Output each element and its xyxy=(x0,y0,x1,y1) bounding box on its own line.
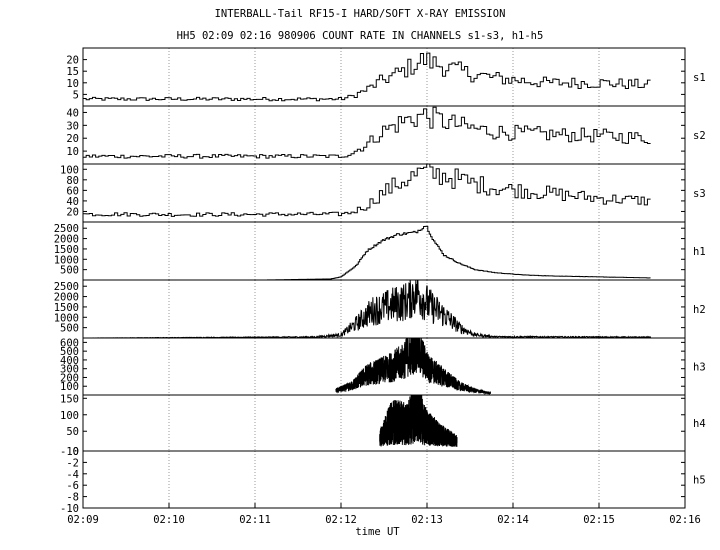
y-tick-label-s2: 20 xyxy=(66,133,79,145)
channel-label-s2: s2 xyxy=(693,130,706,142)
y-tick-label-h2: 500 xyxy=(60,323,79,335)
y-tick-label-h5: -4 xyxy=(66,469,79,481)
y-tick-label-h5: -8 xyxy=(66,492,79,504)
y-tick-label-h3: 100 xyxy=(60,381,79,393)
y-tick-label-h3: 400 xyxy=(60,355,79,367)
x-tick-label: 02:14 xyxy=(497,514,529,526)
y-tick-label-h3: 300 xyxy=(60,364,79,376)
x-axis-label: time UT xyxy=(355,526,400,538)
channel-label-s3: s3 xyxy=(693,188,706,200)
channel-label-h5: h5 xyxy=(693,475,706,487)
y-tick-label-s3: 60 xyxy=(66,185,79,197)
y-tick-label-s1: 10 xyxy=(66,78,79,90)
channel-label-h3: h3 xyxy=(693,362,706,374)
channel-label-h4: h4 xyxy=(693,418,706,430)
y-tick-label-h5: -10 xyxy=(60,503,79,515)
y-tick-label-h4: 100 xyxy=(60,410,79,422)
panel-frame-h5 xyxy=(82,450,686,509)
y-tick-label-s3: 80 xyxy=(66,175,79,187)
y-tick-label-s3: 40 xyxy=(66,196,79,208)
y-tick-label-h2: 1500 xyxy=(54,302,79,314)
y-tick-label-h5: -6 xyxy=(66,480,79,492)
y-tick-label-h3: 600 xyxy=(60,337,79,349)
panel-frame-s1 xyxy=(82,47,686,107)
y-tick-label-h4: -10 xyxy=(60,446,79,458)
panel-frame-s3 xyxy=(82,163,686,223)
y-tick-label-h2: 1000 xyxy=(54,312,79,324)
series-line-s3 xyxy=(83,163,651,217)
x-tick-label: 02:12 xyxy=(325,514,357,526)
series-line-h4 xyxy=(379,394,458,447)
panel-frame-s2 xyxy=(82,105,686,165)
y-tick-label-s3: 20 xyxy=(66,206,79,218)
chart-subtitle: HH5 02:09 02:16 980906 COUNT RATE IN CHA… xyxy=(176,30,544,42)
x-tick-label: 02:16 xyxy=(669,514,701,526)
panel-frame-h1 xyxy=(82,221,686,281)
y-tick-label-h4: 50 xyxy=(66,426,79,438)
x-tick-label: 02:13 xyxy=(411,514,443,526)
y-tick-label-h5: 0 xyxy=(73,446,79,458)
y-tick-label-h2: 2500 xyxy=(54,281,79,293)
x-tick-label: 02:09 xyxy=(67,514,99,526)
x-tick-label: 02:15 xyxy=(583,514,615,526)
y-tick-label-h3: 200 xyxy=(60,372,79,384)
chart-title: INTERBALL-Tail RF15-I HARD/SOFT X-RAY EM… xyxy=(214,8,506,20)
y-tick-label-s1: 20 xyxy=(66,55,79,67)
series-line-h2 xyxy=(83,279,652,339)
y-tick-label-h1: 1000 xyxy=(54,254,79,266)
y-tick-label-s3: 100 xyxy=(60,164,79,176)
series-line-h1 xyxy=(83,225,651,281)
channel-label-h2: h2 xyxy=(693,304,706,316)
y-tick-label-s2: 30 xyxy=(66,120,79,132)
y-tick-label-h1: 500 xyxy=(60,265,79,277)
y-tick-label-s2: 10 xyxy=(66,146,79,158)
y-tick-label-h1: 2500 xyxy=(54,223,79,235)
y-tick-label-h1: 2000 xyxy=(54,234,79,246)
y-tick-label-s1: 5 xyxy=(73,89,79,101)
y-tick-label-h5: -2 xyxy=(66,457,79,469)
series-line-s2 xyxy=(83,106,651,159)
y-tick-label-h3: 500 xyxy=(60,346,79,358)
y-tick-label-s1: 15 xyxy=(66,66,79,78)
channel-label-s1: s1 xyxy=(693,72,706,84)
y-tick-label-h2: 2000 xyxy=(54,292,79,304)
series-line-s1 xyxy=(83,52,651,102)
x-tick-label: 02:11 xyxy=(239,514,271,526)
channel-label-h1: h1 xyxy=(693,246,706,258)
series-line-h3 xyxy=(335,337,492,396)
y-tick-label-h4: 150 xyxy=(60,393,79,405)
y-tick-label-h1: 1500 xyxy=(54,244,79,256)
y-tick-label-s2: 40 xyxy=(66,107,79,119)
x-tick-label: 02:10 xyxy=(153,514,185,526)
